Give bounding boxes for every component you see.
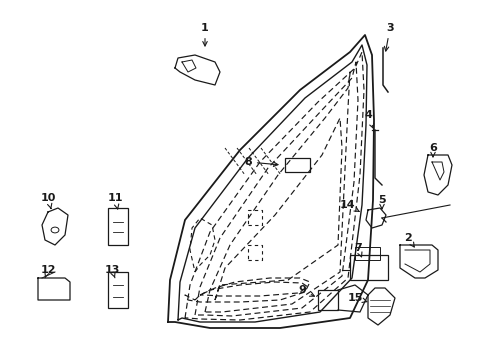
Text: 4: 4 <box>364 110 373 128</box>
Bar <box>317 290 337 310</box>
Bar <box>354 247 379 260</box>
Bar <box>285 158 309 172</box>
Text: 6: 6 <box>428 143 436 157</box>
Text: 12: 12 <box>40 265 56 278</box>
Text: 15: 15 <box>346 293 366 303</box>
Text: 13: 13 <box>104 265 120 278</box>
Text: 9: 9 <box>298 285 314 296</box>
Text: 5: 5 <box>377 195 385 209</box>
Text: 14: 14 <box>340 200 358 211</box>
Bar <box>108 208 128 245</box>
Text: 3: 3 <box>384 23 393 51</box>
Text: 7: 7 <box>353 243 361 257</box>
Bar <box>349 255 387 280</box>
Text: 2: 2 <box>403 233 413 247</box>
Text: 10: 10 <box>40 193 56 208</box>
Text: 8: 8 <box>244 157 277 167</box>
Bar <box>108 272 128 308</box>
Text: 11: 11 <box>107 193 122 209</box>
Text: 1: 1 <box>201 23 208 46</box>
